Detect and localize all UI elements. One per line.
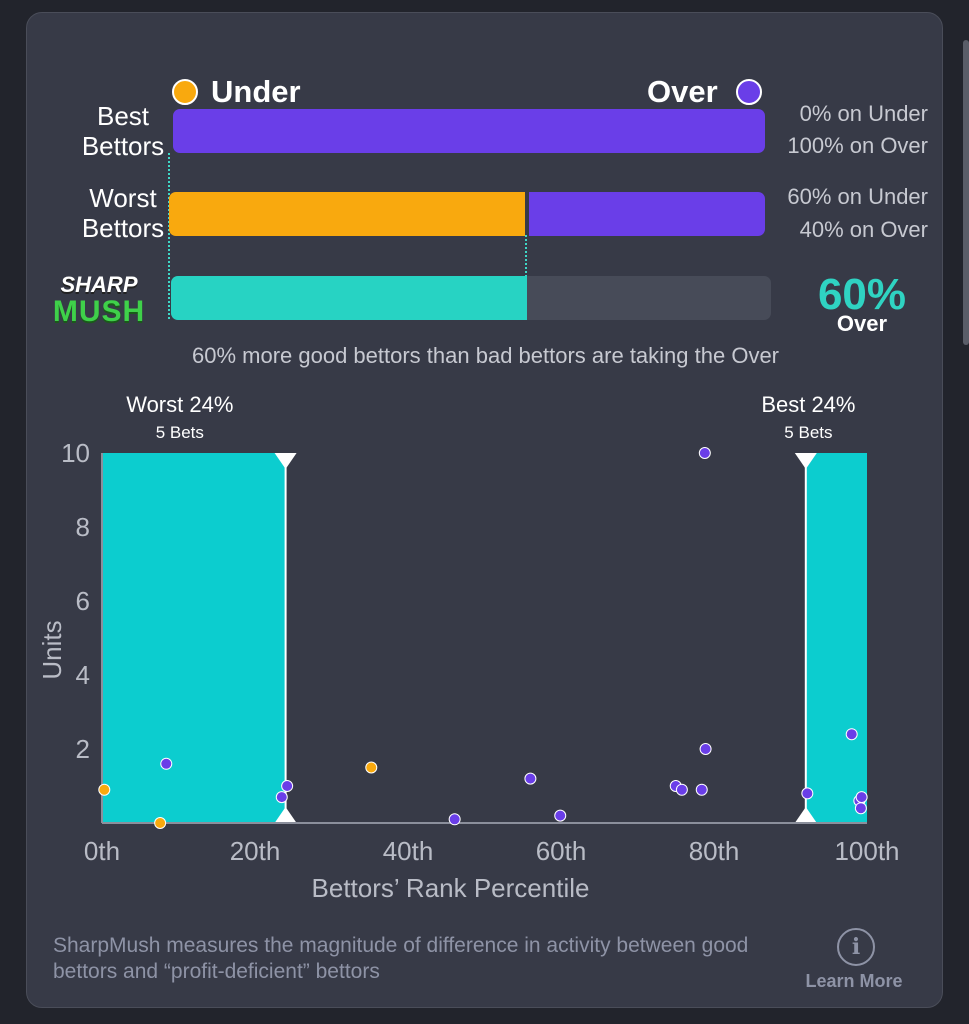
best-bettors-over-note: 100% on Over [787,133,928,158]
over-legend-dot [736,79,762,105]
sharpmush-card: Under Over Best Bettors 0% on Under 100% … [26,12,943,1008]
worst-bettors-under-note: 60% on Under [787,184,928,209]
y-tick-label-2: 6 [76,586,90,616]
region-subtitle-0: 5 Bets [156,423,204,442]
data-point-over-11 [801,787,814,800]
region-band-0 [102,453,286,823]
data-point-over-12 [845,728,858,741]
worst-bettors-over-bar [529,192,765,236]
data-point-over-8 [695,783,708,796]
x-axis-title: Bettors’ Rank Percentile [312,873,590,903]
y-tick-label-3: 8 [76,512,90,542]
left-guide-line [168,153,170,319]
info-icon[interactable]: i [837,928,875,966]
data-point-under-1 [154,817,167,829]
y-tick-label-1: 4 [76,660,90,690]
y-axis-title: Units [37,620,67,679]
y-tick-label-0: 2 [76,734,90,764]
region-title-1: Best 24% [761,392,855,417]
best-bettors-under-note: 0% on Under [799,101,928,126]
best-bettors-bar [173,109,765,153]
region-edge-marker-top-1 [794,453,817,469]
sharpmush-logo: SHARP MUSH [39,273,159,333]
data-point-over-4 [524,772,537,785]
x-tick-label-5: 100th [834,836,899,866]
summary-text: 60% more good bettors than bad bettors a… [191,343,780,368]
sharpmush-percentage: 60% [817,270,907,319]
region-edge-marker-top-0 [274,453,297,469]
data-point-over-2 [281,780,294,792]
region-edge-marker-bottom-1 [794,807,817,823]
learn-more-link[interactable]: Learn More [805,971,903,991]
footer-description: SharpMush measures the magnitude of diff… [53,934,749,983]
logo-line2: MUSH [52,295,146,328]
region-band-1 [805,453,867,823]
data-point-over-15 [854,802,867,815]
region-edge-marker-bottom-0 [274,807,297,823]
split-guide-line [525,235,527,277]
y-tick-label-4: 10 [61,438,90,468]
region-title-0: Worst 24% [126,392,233,417]
sharpmush-side: Over [836,311,888,336]
data-point-over-14 [855,791,868,804]
under-legend-label: Under [211,74,301,109]
x-tick-label-2: 40th [383,836,434,866]
scrollbar[interactable] [963,40,969,345]
data-point-over-1 [275,791,288,804]
data-point-under-0 [98,783,111,796]
x-tick-label-4: 80th [689,836,740,866]
under-legend-dot [172,79,198,105]
data-point-over-9 [698,447,711,459]
data-point-over-10 [699,743,712,755]
worst-bettors-under-bar [169,192,525,236]
sharpmush-fill-bar [171,276,527,320]
best-bettors-label: Best Bettors [81,101,165,161]
data-point-over-7 [675,783,688,796]
data-point-over-3 [448,813,461,826]
logo-line1: SHARP [60,272,138,297]
region-subtitle-1: 5 Bets [784,423,832,442]
worst-bettors-over-note: 40% on Over [799,217,928,242]
over-legend-label: Over [647,74,718,109]
x-tick-label-1: 20th [230,836,281,866]
data-point-under-2 [365,761,378,774]
worst-bettors-label: Worst Bettors [81,183,165,243]
data-point-over-0 [160,757,173,770]
data-point-over-5 [554,809,567,822]
x-tick-label-0: 0th [84,836,120,866]
x-tick-label-3: 60th [536,836,587,866]
